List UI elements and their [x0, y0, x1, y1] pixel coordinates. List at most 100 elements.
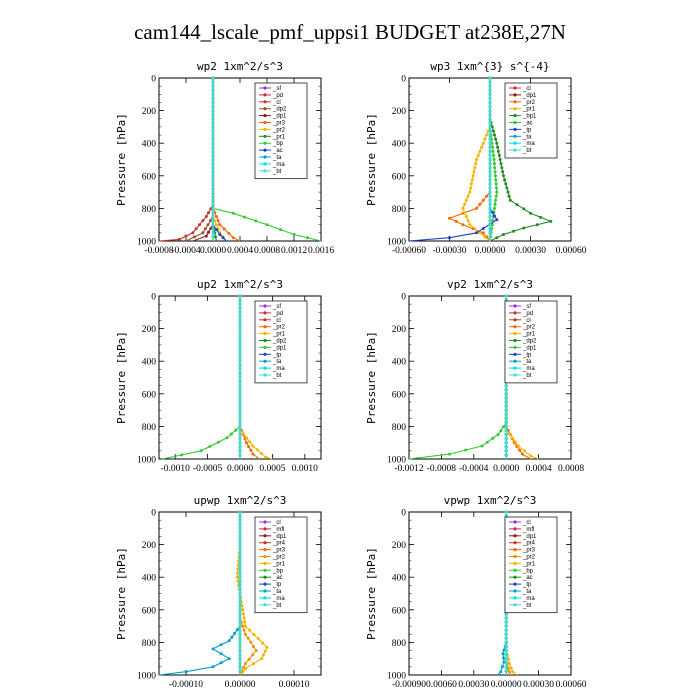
series-marker-bt: [488, 133, 492, 137]
series-marker-ac: [492, 162, 496, 166]
legend-marker-tp: [513, 582, 517, 586]
series-marker-bt: [211, 137, 215, 141]
series-marker-pr2: [245, 441, 248, 445]
series-marker-bt: [211, 101, 215, 104]
legend-marker-mfl: [263, 527, 267, 531]
series-marker-dp2: [203, 227, 207, 231]
legend-label-ma: _ma: [272, 366, 285, 372]
series-marker-pr1: [252, 662, 255, 666]
series-marker-bp1: [499, 162, 503, 166]
legend-marker-pr1: [513, 332, 517, 336]
series-marker-bt: [504, 445, 508, 449]
x-tick-label: 0.00030: [515, 246, 546, 256]
series-marker-pr1: [510, 436, 514, 440]
series-marker-ta: [211, 665, 215, 669]
series-marker-dp2: [209, 219, 212, 223]
y-tick-label: 1000: [387, 456, 406, 466]
series-marker-pr1: [248, 628, 252, 632]
series-marker-ta: [219, 643, 223, 647]
series-marker-bp1: [502, 174, 505, 178]
legend-marker-sf: [263, 86, 267, 90]
series-line-dp2: [185, 78, 214, 242]
series-marker-bt: [504, 665, 508, 669]
legend-marker-pr1: [263, 134, 267, 138]
series-marker-ac: [492, 158, 496, 161]
legend-label-mfl: _mfl: [272, 527, 284, 533]
series-marker-bt: [211, 219, 215, 223]
x-tick-label: -0.00060: [392, 246, 426, 256]
legend-label-bt: _bt: [272, 169, 282, 175]
series-marker-bp1: [549, 219, 553, 223]
series-line-pr2: [239, 512, 257, 676]
series-marker-bp1: [495, 141, 499, 145]
series-marker-bt: [211, 117, 215, 121]
series-marker-bt: [238, 526, 242, 530]
y-tick-label: 600: [392, 390, 407, 400]
series-marker-pr2: [246, 636, 250, 640]
series-marker-pr1: [264, 455, 268, 459]
series-marker-bp: [254, 219, 258, 223]
legend-label-dp2: _dp2: [522, 339, 537, 345]
legend-label-bt: _bt: [272, 373, 282, 379]
series-marker-bt: [238, 624, 242, 628]
series-marker-cl: [201, 219, 205, 223]
series-marker-pr1: [241, 432, 245, 436]
y-tick-label: 200: [392, 541, 407, 551]
legend-marker-ta: [513, 589, 517, 593]
series-marker-pr2: [454, 219, 458, 223]
series-marker-bp: [279, 228, 282, 232]
series-marker-bt: [488, 80, 492, 84]
series-marker-bt: [238, 363, 242, 367]
legend-marker-tp: [263, 352, 267, 356]
legend-label-pr2: _pr2: [522, 555, 536, 561]
series-marker-bt: [488, 227, 492, 231]
series-marker-pr2: [475, 206, 478, 210]
legend-marker-bt: [263, 169, 267, 173]
series-marker-cl: [204, 215, 208, 218]
x-tick-label: 0.00060: [556, 246, 587, 256]
series-marker-ac: [495, 190, 499, 194]
series-marker-bt: [238, 535, 242, 538]
series-marker-bt: [211, 109, 215, 113]
y-tick-label: 800: [142, 639, 157, 649]
legend-marker-bp: [263, 141, 267, 145]
legend-label-pr1: _pr1: [522, 561, 536, 567]
series-marker-bt: [488, 84, 492, 88]
series-marker-pr2: [251, 452, 255, 456]
series-marker-bt: [488, 88, 492, 92]
series-marker-bt: [504, 400, 508, 404]
legend-marker-pr3: [263, 120, 267, 125]
legend-label-dp2: _dp2: [272, 107, 287, 113]
series-marker-pr1: [265, 645, 269, 649]
series-marker-pr1: [241, 670, 245, 674]
series-marker-bt: [211, 190, 215, 194]
series-marker-pr1: [473, 166, 477, 170]
legend-label-pr3: _pr3: [272, 548, 286, 554]
series-marker-pr1: [511, 670, 515, 674]
series-marker-bt: [504, 392, 508, 396]
legend-marker-cl: [263, 520, 267, 524]
series-marker-ta: [501, 652, 505, 656]
legend-marker-pd: [263, 93, 267, 97]
y-tick-label: 600: [392, 172, 407, 182]
series-marker-bt: [211, 227, 215, 231]
series-marker-bt: [211, 223, 215, 227]
x-tick-label: -0.0008: [427, 464, 457, 474]
series-marker-bt: [211, 105, 215, 108]
series-marker-bt: [238, 294, 242, 298]
series-marker-cl: [194, 227, 198, 231]
series-marker-bp: [306, 236, 309, 240]
x-tick-label: -0.00030: [432, 246, 466, 256]
legend-marker-pr1: [513, 107, 517, 111]
legend-marker-ma: [513, 141, 517, 145]
legend-marker-ta: [263, 589, 267, 593]
series-marker-bt: [488, 194, 492, 198]
series-marker-bt: [238, 384, 242, 388]
series-marker-bt: [488, 186, 492, 190]
y-tick-label: 800: [142, 423, 157, 433]
series-marker-bp1: [522, 207, 526, 211]
y-tick-label: 0: [401, 293, 406, 303]
series-marker-pr2: [243, 662, 247, 666]
legend-box: [254, 82, 308, 180]
legend-label-pr2: _pr2: [272, 127, 286, 133]
